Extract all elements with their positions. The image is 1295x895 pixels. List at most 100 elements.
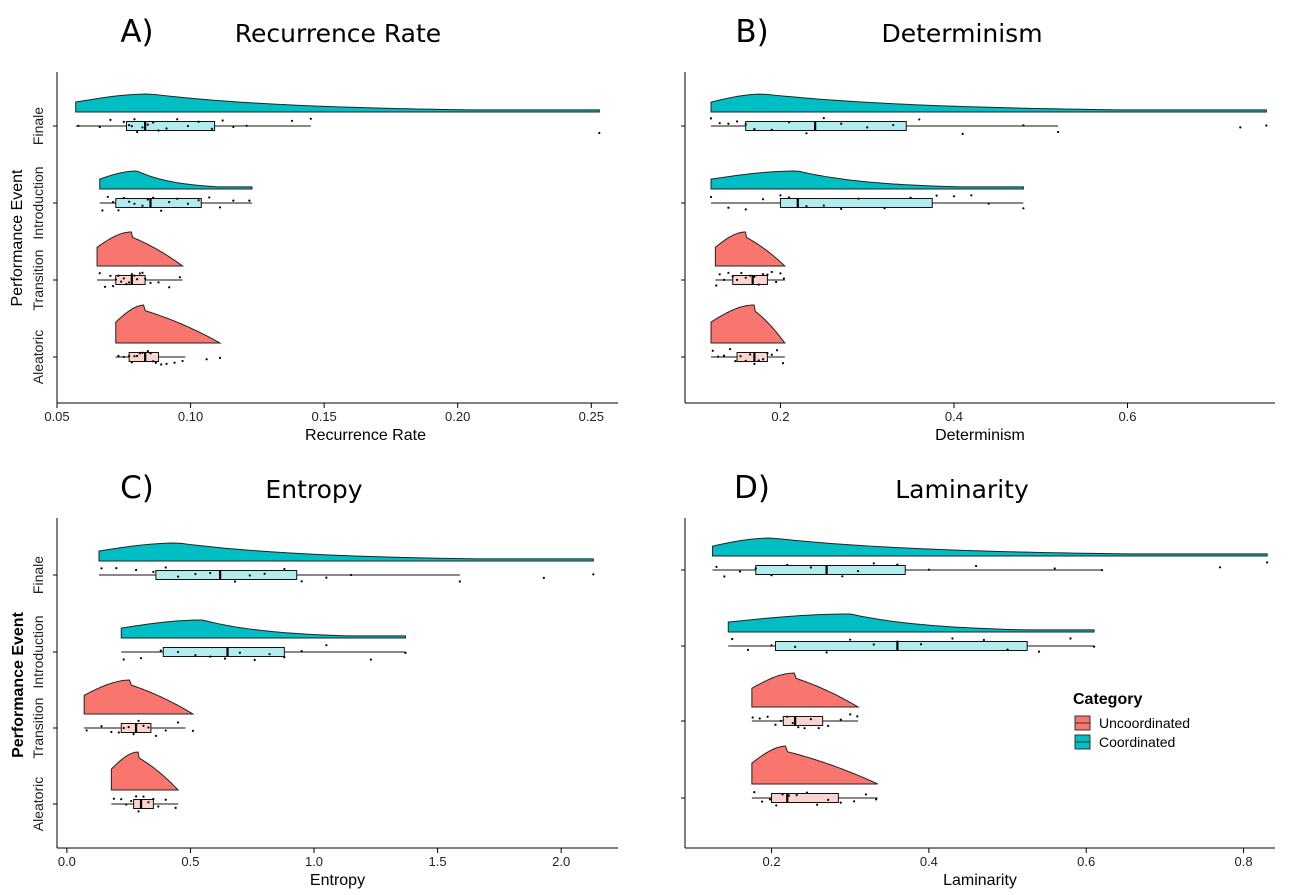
data-point	[740, 271, 743, 275]
data-point	[117, 731, 120, 734]
data-point	[137, 810, 140, 813]
data-point	[744, 208, 747, 211]
data-point	[300, 649, 303, 653]
data-point	[115, 566, 118, 570]
data-point	[138, 352, 141, 355]
density-cloud-uncoordinated	[710, 304, 786, 344]
x-axis-title: Determinism	[935, 427, 1025, 444]
data-point	[146, 123, 149, 126]
box-iqr	[782, 716, 824, 726]
data-point	[117, 209, 120, 212]
data-point	[300, 580, 303, 583]
data-point	[110, 730, 113, 734]
data-point	[218, 206, 222, 209]
data-point	[98, 272, 101, 275]
data-point	[176, 118, 179, 121]
legend-label: Uncoordinated	[1099, 715, 1190, 731]
data-point	[775, 349, 779, 352]
data-point	[233, 580, 237, 583]
data-point	[1069, 637, 1072, 640]
data-point	[744, 276, 747, 279]
panel-letter: C)	[120, 470, 154, 506]
data-point	[781, 361, 785, 365]
x-tick-label: 0.0	[58, 854, 76, 869]
data-point	[794, 645, 797, 648]
data-point	[805, 205, 808, 208]
data-point	[120, 798, 123, 801]
data-point	[1239, 126, 1242, 129]
panel-title: Determinism	[881, 19, 1042, 48]
data-point	[136, 130, 139, 134]
data-point	[164, 798, 167, 801]
panel-1: B) Determinism 0.2 0.4 0.6 Determinism	[681, 14, 1275, 444]
data-point	[160, 209, 163, 212]
data-point	[142, 724, 145, 728]
data-point	[709, 195, 713, 199]
data-point	[753, 362, 756, 365]
data-point	[103, 285, 107, 288]
data-point	[849, 713, 852, 716]
data-point	[775, 280, 778, 284]
data-point	[349, 573, 353, 577]
data-point	[146, 350, 149, 353]
data-point	[709, 117, 713, 120]
box-iqr	[115, 275, 146, 285]
density-cloud-coordinated	[727, 613, 1095, 633]
data-point	[141, 204, 144, 207]
data-point	[927, 568, 930, 571]
x-tick-label: 0.2	[771, 409, 789, 424]
data-point	[176, 650, 180, 654]
data-point	[136, 354, 139, 358]
data-point	[718, 273, 721, 276]
data-point	[164, 566, 167, 569]
data-point	[112, 285, 115, 288]
panel-3: D) Laminarity 0.2 0.4 0.6 0.8 Laminarity	[681, 470, 1275, 889]
x-tick-label: 0.05	[44, 409, 69, 424]
x-tick-label: 0.5	[181, 854, 199, 869]
box-iqr	[155, 570, 298, 580]
data-point	[147, 726, 150, 729]
data-point	[232, 199, 235, 202]
legend: Category Uncoordinated Coordinated	[1073, 691, 1190, 750]
data-point	[748, 353, 752, 356]
data-point	[739, 355, 742, 358]
data-point	[125, 283, 128, 286]
data-point	[735, 278, 739, 281]
data-point	[791, 721, 794, 725]
panel-title: Recurrence Rate	[235, 19, 441, 48]
data-point	[598, 131, 601, 135]
data-point	[853, 800, 856, 803]
data-point	[779, 194, 782, 197]
data-point	[173, 361, 176, 364]
data-point	[1092, 645, 1096, 648]
x-tick-label: 0.8	[1234, 854, 1252, 869]
density-cloud-uncoordinated	[110, 751, 180, 791]
data-point	[290, 119, 294, 122]
data-point	[754, 567, 757, 570]
data-point	[766, 715, 769, 718]
data-point	[125, 803, 128, 806]
data-point	[1266, 561, 1269, 564]
data-point	[711, 349, 714, 352]
data-point	[101, 209, 104, 212]
data-point	[221, 119, 224, 122]
data-point	[128, 354, 131, 358]
data-point	[147, 801, 150, 804]
data-point	[909, 196, 912, 199]
data-point	[805, 791, 809, 794]
data-point	[919, 643, 923, 646]
y-axis-title-top: Performance Event	[9, 169, 26, 307]
data-point	[186, 124, 189, 128]
data-point	[757, 359, 760, 362]
data-point	[840, 207, 843, 211]
data-point	[194, 654, 197, 657]
data-point	[781, 793, 784, 796]
data-point	[144, 277, 147, 280]
data-point	[723, 575, 726, 578]
data-point	[134, 568, 138, 572]
data-point	[283, 567, 286, 571]
data-point	[98, 125, 101, 129]
data-point	[176, 721, 180, 724]
data-point	[974, 564, 978, 568]
box-iqr	[745, 121, 907, 131]
